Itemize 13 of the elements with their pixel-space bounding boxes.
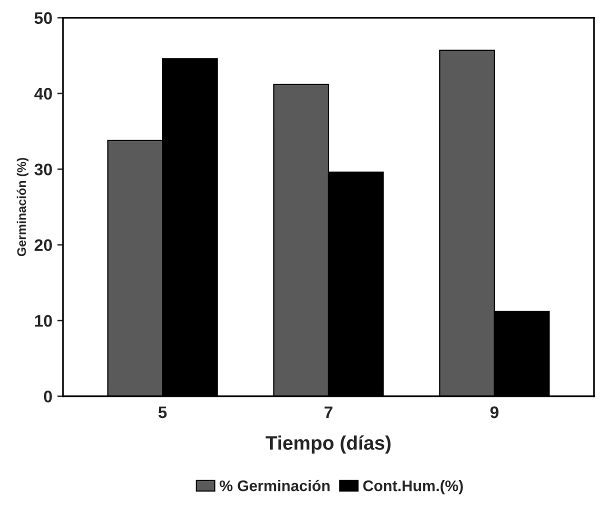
legend-label: % Germinación [220, 480, 330, 492]
y-tick-label: 20 [34, 239, 52, 252]
y-tick-label: 10 [35, 314, 52, 327]
y-tick-label: 30 [34, 164, 52, 176]
x-tick-label: 5 [158, 406, 167, 418]
x-axis-title: Tiempo (días) [266, 435, 391, 454]
x-tick-label: 7 [324, 406, 332, 418]
y-tick-label: 40 [34, 88, 52, 100]
y-axis-title: Germinación (%) [16, 158, 28, 256]
legend-label: Cont.Hum.(%) [363, 480, 463, 494]
x-tick-label: 9 [490, 406, 498, 418]
y-tick-label: 0 [44, 390, 52, 402]
y-tick-label: 50 [34, 12, 52, 24]
